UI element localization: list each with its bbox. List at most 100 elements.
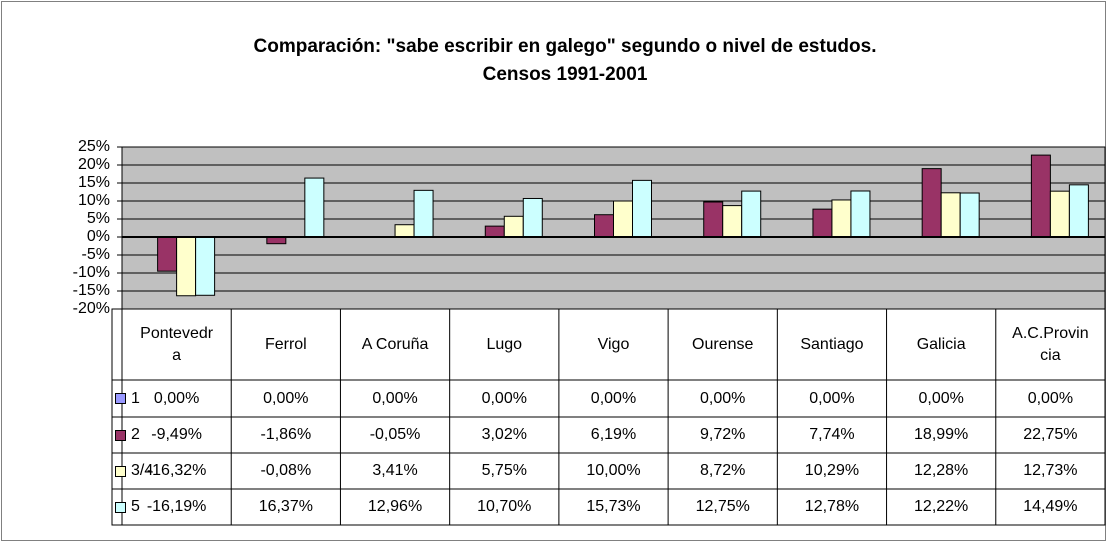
data-label-text: 7,74% <box>809 426 855 443</box>
data-label-text: 9,72% <box>700 426 746 443</box>
bar <box>594 214 614 238</box>
bar <box>812 208 833 238</box>
bar <box>940 192 961 238</box>
data-label: 8,72% <box>668 453 777 489</box>
data-label-text: 12,22% <box>914 498 969 515</box>
data-label-text: 0,00% <box>1027 389 1074 407</box>
x-tick-label: A.C.Provincia <box>996 309 1105 380</box>
data-label: 10,00% <box>559 453 668 489</box>
data-label: 0,00% <box>231 380 340 417</box>
data-label: 3,41% <box>340 453 449 489</box>
y-tick-label: -10% <box>73 264 110 281</box>
bar <box>394 224 415 238</box>
data-label-text: -0,05% <box>369 426 421 443</box>
chart-title: Censos 1991-2001 <box>483 64 648 85</box>
data-label: 0,00% <box>668 380 777 417</box>
data-label: 22,75% <box>996 417 1105 453</box>
data-label: 9,72% <box>668 417 777 453</box>
data-label: 10,29% <box>777 453 886 489</box>
legend-swatch <box>115 465 126 477</box>
data-label-text: 8,72% <box>700 462 746 479</box>
y-tick-label: -15% <box>73 282 110 299</box>
data-label-text: 10,00% <box>586 462 641 479</box>
legend-label: 5 <box>131 498 140 515</box>
data-label: 10,70% <box>450 489 559 525</box>
data-label-text: 14,49% <box>1023 498 1078 515</box>
data-label: 7,74% <box>777 417 886 453</box>
bar <box>850 190 871 238</box>
data-label-text: -0,08% <box>260 462 312 479</box>
data-label: -0,08% <box>231 453 340 489</box>
bar <box>921 168 942 238</box>
bar <box>632 179 652 238</box>
data-label-text: 6,19% <box>590 426 637 443</box>
data-label: 14,49% <box>996 489 1105 525</box>
bar <box>157 236 178 272</box>
bar <box>831 199 852 238</box>
x-tick-label: Pontevedra <box>122 309 231 380</box>
data-label-text: 0,00% <box>481 389 527 407</box>
x-tick-label: Lugo <box>450 309 559 380</box>
x-tick-label: Ferrol <box>231 309 340 380</box>
x-tick-label: Santiago <box>777 309 886 380</box>
data-label: 12,28% <box>887 453 996 489</box>
data-label-text: 18,99% <box>914 426 969 443</box>
x-tick-label-text: A Coruña <box>361 335 429 353</box>
legend-entry: 2 <box>115 417 140 453</box>
legend-entry: 5 <box>115 489 140 525</box>
data-label-text: 0,00% <box>700 389 746 407</box>
data-label: 16,37% <box>231 489 340 525</box>
data-label: 12,75% <box>668 489 777 525</box>
bar <box>484 225 505 238</box>
bar <box>413 189 434 238</box>
y-tick-label: 15% <box>78 174 110 191</box>
legend-entry: 1 <box>115 380 140 417</box>
x-tick-label-text: Lugo <box>486 335 523 353</box>
bar <box>722 205 743 238</box>
data-label-text: -16,19% <box>146 498 207 515</box>
legend-entry: 3/4 <box>115 453 153 489</box>
bar <box>522 197 543 238</box>
y-tick-label: -5% <box>82 246 110 263</box>
bar <box>266 236 287 245</box>
data-label-text: 15,73% <box>586 498 641 515</box>
data-label: -1,86% <box>231 417 340 453</box>
data-label-text: 0,00% <box>918 389 964 407</box>
y-tick-label: 10% <box>78 192 110 209</box>
data-label: 0,00% <box>450 380 559 417</box>
bar <box>613 200 633 238</box>
data-label-text: 0,00% <box>809 389 855 407</box>
y-tick-label: 5% <box>87 210 110 227</box>
data-label: 0,00% <box>996 380 1105 417</box>
data-label: 0,00% <box>887 380 996 417</box>
x-tick-label-text: Santiago <box>800 335 864 353</box>
data-label-text: 3,41% <box>372 462 418 479</box>
data-label-text: 0,00% <box>263 389 309 407</box>
x-tick-label-text: Ferrol <box>264 335 307 353</box>
x-tick-label-text: A.C.Provincia <box>1012 324 1089 364</box>
data-label: 0,00% <box>777 380 886 417</box>
bar <box>1068 184 1089 238</box>
legend-swatch <box>115 393 126 404</box>
data-label-text: 22,75% <box>1023 426 1078 443</box>
data-label-text: 0,00% <box>372 389 418 407</box>
data-label: 0,00% <box>340 380 449 417</box>
x-tick-label: Galicia <box>887 309 996 380</box>
y-tick-label: 25% <box>78 138 110 155</box>
data-label: 12,22% <box>887 489 996 525</box>
data-label: -16,32% <box>122 453 231 489</box>
legend-swatch <box>115 501 126 513</box>
data-label-text: 5,75% <box>481 462 527 479</box>
bar <box>195 236 216 296</box>
data-label-text: -1,86% <box>260 426 312 443</box>
data-label-text: 12,73% <box>1023 462 1078 479</box>
bar <box>1030 154 1051 238</box>
data-label-text: 12,96% <box>367 498 423 515</box>
bar <box>503 215 524 238</box>
x-tick-label: Ourense <box>668 309 777 380</box>
bar <box>176 236 197 297</box>
bar <box>1049 190 1070 238</box>
bar <box>703 201 724 238</box>
